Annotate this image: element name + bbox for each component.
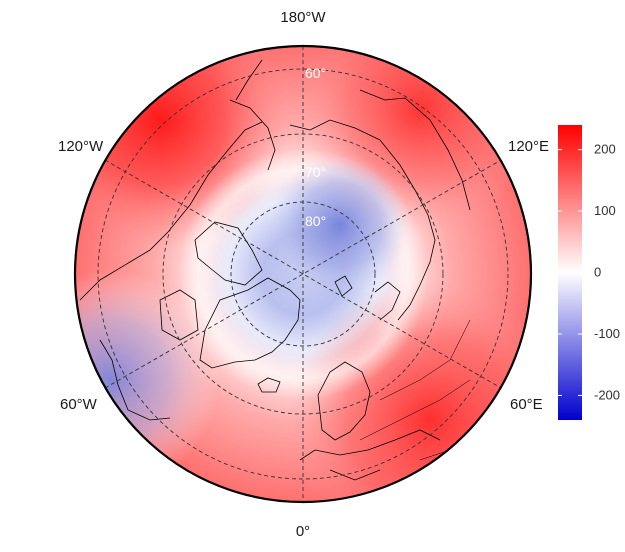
coastline-alaska [229, 59, 276, 171]
lon-label-60e: 60°E [510, 396, 543, 413]
coastline-siberia-east [359, 89, 471, 211]
anomaly-field [75, 46, 531, 502]
coastline-greenland [199, 277, 301, 369]
parallel-60 [97, 68, 509, 480]
colorbar-tick-label: -200 [594, 387, 620, 402]
colorbar-tick-label: -100 [594, 326, 620, 341]
coastline-iceland [257, 377, 281, 393]
colorbar-tick-label: 200 [594, 142, 616, 157]
lon-label-0: 0° [296, 523, 310, 540]
colorbar: 200 100 0 -100 -200 [558, 125, 620, 420]
lon-label-120e: 120°E [508, 138, 549, 155]
coastline-europe [299, 429, 441, 481]
colorbar-tick-label: 0 [594, 265, 601, 280]
coastlines [79, 59, 481, 481]
colorbar-tick-label: 100 [594, 203, 616, 218]
coastline-canadian-archipelago [194, 221, 263, 286]
coastline-scandinavia [317, 361, 371, 441]
coastline-baffin-island [159, 289, 199, 341]
coastline-siberia [289, 119, 436, 321]
lat-label-70: 70° [305, 164, 326, 180]
lon-label-180w: 180°W [280, 9, 326, 26]
coastline-svalbard [334, 275, 353, 297]
coastline-novaya-zemlya [374, 281, 401, 321]
lat-label-80: 80° [305, 213, 326, 229]
map-border [73, 44, 533, 504]
graticule [97, 46, 509, 502]
colorbar-ticks: 200 100 0 -100 -200 [558, 142, 620, 402]
lon-label-60w: 60°W [60, 396, 98, 413]
meridian-60w-120e [104, 159, 502, 389]
meridian-60e-120w [104, 159, 502, 389]
lat-label-60: 60° [305, 65, 326, 81]
coastline-north-america [79, 121, 263, 421]
lon-label-120w: 120°W [58, 138, 104, 155]
